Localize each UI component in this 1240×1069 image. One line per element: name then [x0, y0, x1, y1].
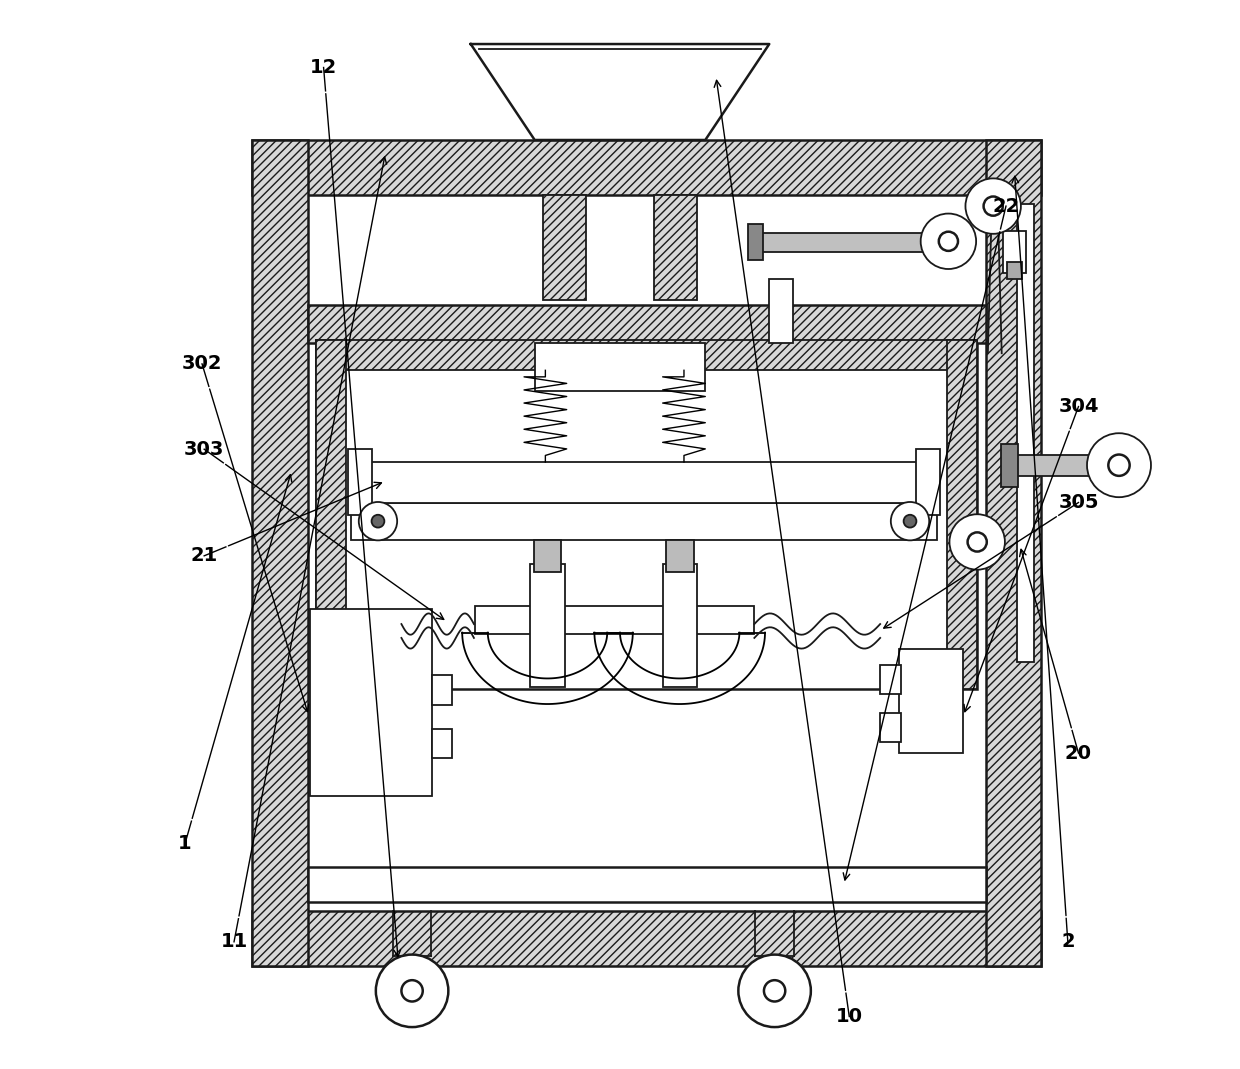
Circle shape — [950, 514, 1004, 570]
Bar — [1001, 444, 1018, 486]
Bar — [662, 564, 697, 687]
Circle shape — [939, 232, 959, 251]
Text: 303: 303 — [184, 439, 224, 459]
Circle shape — [1109, 454, 1130, 476]
Bar — [308, 867, 986, 902]
Text: 10: 10 — [836, 1007, 863, 1026]
Bar — [880, 713, 901, 742]
Polygon shape — [471, 44, 769, 140]
Bar — [916, 449, 940, 515]
Bar — [316, 340, 977, 690]
Circle shape — [967, 532, 987, 552]
Bar — [533, 540, 562, 572]
Text: 20: 20 — [1065, 744, 1092, 762]
Bar — [880, 665, 901, 695]
Circle shape — [920, 214, 976, 269]
Bar — [543, 196, 585, 300]
Circle shape — [983, 197, 1003, 216]
Bar — [310, 609, 433, 795]
Bar — [252, 911, 1042, 966]
Bar — [899, 649, 963, 753]
Bar — [534, 342, 706, 390]
Bar — [308, 306, 986, 342]
Bar — [308, 196, 986, 911]
Bar — [351, 502, 936, 540]
Bar — [348, 449, 372, 515]
Bar — [316, 340, 977, 370]
Bar — [769, 279, 792, 342]
Bar — [252, 140, 1042, 196]
Circle shape — [402, 980, 423, 1002]
Text: 304: 304 — [1058, 397, 1099, 416]
Bar — [1013, 454, 1111, 476]
Text: 2: 2 — [1061, 932, 1075, 951]
Text: 1: 1 — [179, 834, 192, 853]
Bar — [531, 564, 564, 687]
Bar — [367, 462, 920, 502]
Bar — [433, 676, 451, 706]
Text: 21: 21 — [191, 546, 218, 566]
Bar — [947, 340, 977, 690]
Circle shape — [372, 515, 384, 528]
Bar — [1003, 231, 1027, 274]
Circle shape — [890, 502, 929, 540]
Text: 305: 305 — [1058, 493, 1099, 512]
Bar — [655, 196, 697, 300]
Bar — [1017, 204, 1034, 663]
Text: 11: 11 — [221, 932, 248, 951]
Circle shape — [904, 515, 916, 528]
Circle shape — [358, 502, 397, 540]
Bar — [666, 540, 693, 572]
Bar — [475, 606, 754, 634]
Bar — [433, 729, 451, 758]
Bar — [316, 340, 346, 690]
Bar — [748, 224, 763, 261]
Bar — [986, 140, 1042, 966]
Circle shape — [966, 179, 1021, 234]
Circle shape — [1087, 433, 1151, 497]
Circle shape — [376, 955, 449, 1027]
Bar — [252, 140, 308, 966]
Circle shape — [764, 980, 785, 1002]
Text: 302: 302 — [182, 355, 222, 373]
Text: 12: 12 — [310, 58, 337, 77]
Text: 22: 22 — [992, 197, 1019, 216]
Bar — [1007, 262, 1022, 279]
Bar — [759, 233, 936, 252]
Circle shape — [738, 955, 811, 1027]
